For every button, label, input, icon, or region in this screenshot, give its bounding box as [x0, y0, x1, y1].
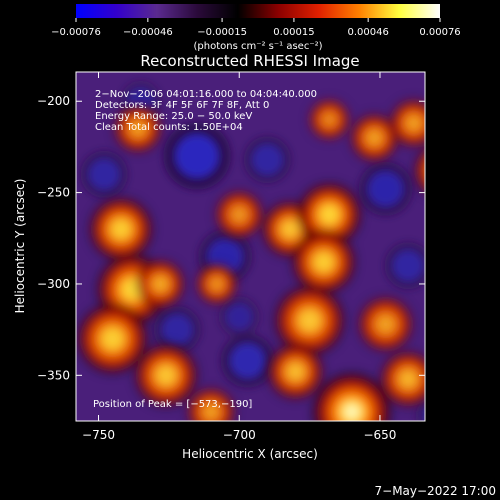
observation-annotations: 2−Nov−2006 04:01:16.000 to 04:04:40.000D… — [95, 89, 317, 133]
emission-region-yellow — [479, 365, 500, 386]
emission-region-red — [462, 182, 500, 233]
cold-region — [252, 144, 283, 175]
emission-region-red — [419, 155, 425, 186]
colorbar-unit-label: (photons cm⁻² s⁻¹ asec⁻²) — [193, 41, 322, 52]
y-tick-label: −350 — [37, 368, 70, 382]
annotation-line: Detectors: 3F 4F 5F 6F 7F 8F, Att 0 — [95, 100, 269, 111]
colorbar-tick-label: 0.00015 — [273, 27, 314, 38]
emission-region-yellow — [110, 218, 132, 240]
emission-region-yellow — [476, 197, 497, 218]
x-axis-ticks: −750−700−650−600 — [82, 72, 396, 442]
emission-region-yellow — [366, 129, 383, 147]
y-tick-label: −250 — [37, 186, 70, 200]
emission-region-yellow — [472, 254, 496, 278]
colorbar-tick-label: −0.00046 — [123, 27, 173, 38]
emission-region-yellow — [405, 114, 423, 132]
emission-region-rim — [458, 344, 500, 407]
emission-region-yellow — [398, 369, 418, 389]
peak-position-label: Position of Peak = [−573,−190] — [93, 399, 252, 410]
x-tick-label: −650 — [363, 428, 396, 442]
annotation-line: Clean Total counts: 1.50E+04 — [95, 122, 243, 133]
colorbar — [76, 4, 440, 18]
x-tick-label: −700 — [223, 428, 256, 442]
x-axis-label: Heliocentric X (arcsec) — [182, 447, 318, 461]
emission-region-yellow — [209, 276, 224, 292]
emission-region-yellow — [100, 326, 125, 351]
emission-region-orange — [469, 189, 500, 225]
cold-region — [175, 134, 219, 178]
colorbar-ticks: −0.00076 −0.00046 −0.00015 0.00015 0.00046 0.… — [51, 18, 461, 38]
cold-region — [393, 250, 423, 281]
emission-region-yellow — [202, 403, 220, 421]
cold-region-halo — [415, 398, 425, 421]
cold-region — [162, 314, 193, 345]
emission-region-rim — [449, 231, 500, 301]
emission-region-yellow — [152, 275, 169, 293]
annotation-line: Energy Range: 25.0 − 50.0 keV — [95, 111, 252, 122]
emission-region-orange — [471, 357, 500, 393]
emission-regions — [77, 98, 500, 421]
timestamp: 7−May−2022 17:00 — [375, 484, 497, 498]
cold-region — [423, 409, 425, 421]
emission-region-core — [345, 405, 359, 419]
cold-region — [368, 172, 403, 206]
emission-region-yellow — [318, 203, 340, 226]
cold-region — [226, 304, 252, 330]
emission-region-yellow — [492, 309, 500, 333]
emission-region-rim — [469, 285, 500, 355]
chart-title: Reconstructed RHESSI Image — [140, 52, 359, 70]
emission-region-yellow — [313, 251, 335, 273]
emission-region-orange — [464, 245, 500, 286]
cold-region — [438, 321, 463, 346]
x-tick-label: −750 — [82, 428, 115, 442]
colorbar-tick-label: −0.00076 — [51, 27, 101, 38]
emission-region-yellow — [376, 314, 396, 334]
cold-region — [230, 343, 265, 378]
emission-region-yellow — [432, 161, 451, 180]
emission-region-yellow — [129, 120, 147, 137]
colorbar-tick-label: 0.00076 — [419, 27, 460, 38]
emission-region-yellow — [286, 362, 305, 382]
emission-region-yellow — [155, 364, 177, 386]
emission-region-rim — [455, 176, 500, 239]
y-axis-ticks: −200 −250 −300 −350 — [37, 94, 425, 382]
plot-frame — [75, 71, 426, 422]
y-tick-label: −200 — [37, 94, 70, 108]
y-axis-label: Heliocentric Y (arcsec) — [13, 179, 27, 314]
emission-region-orange — [484, 300, 500, 341]
emission-region-orange — [426, 154, 458, 186]
colorbar-tick-label: −0.00015 — [197, 27, 247, 38]
emission-region-yellow — [280, 219, 300, 239]
emission-region-red — [464, 350, 500, 401]
heatmap-image — [76, 72, 500, 421]
colorbar-tick-label: 0.00046 — [347, 27, 388, 38]
y-tick-label: −300 — [37, 277, 70, 291]
emission-region-red — [456, 238, 500, 294]
emission-region-red — [476, 292, 500, 348]
cold-region-halo — [430, 313, 471, 354]
emission-region-yellow — [322, 112, 337, 127]
cold-region — [89, 159, 119, 190]
emission-region-yellow — [230, 206, 248, 223]
emission-region-yellow — [297, 308, 322, 333]
annotation-line: 2−Nov−2006 04:01:16.000 to 04:04:40.000 — [95, 89, 317, 100]
cold-regions — [80, 80, 471, 421]
